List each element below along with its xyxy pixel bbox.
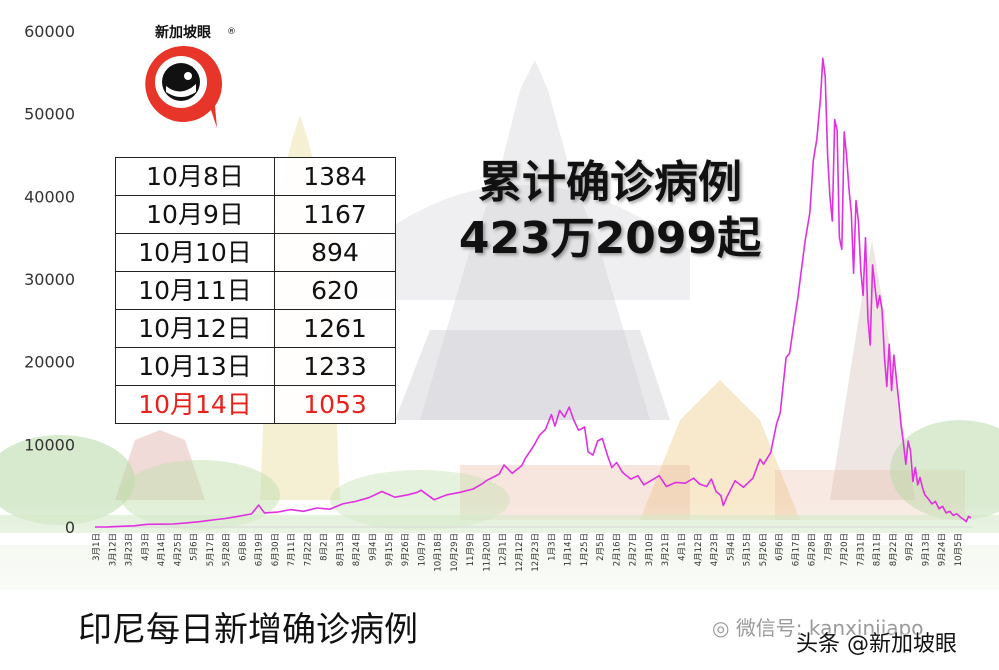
wechat-watermark: ◎ 微信号: kanxinjiapo xyxy=(712,612,923,641)
x-tick-label: 12月23日 xyxy=(531,533,541,572)
y-tick-label: 60000 xyxy=(24,22,75,41)
x-tick-label: 5月17日 xyxy=(206,533,216,566)
x-tick-label: 8月13日 xyxy=(336,533,346,566)
toutiao-watermark: 头条 @新加坡眼 xyxy=(796,632,957,657)
x-tick-label: 6月8日 xyxy=(238,533,248,561)
table-cell-date: 10月13日 xyxy=(115,347,275,386)
wechat-watermark-text: 微信号: kanxinjiapo xyxy=(735,616,924,640)
table-cell-value: 1053 xyxy=(274,385,396,424)
x-tick-label: 12月1日 xyxy=(499,533,509,566)
x-tick-label: 8月22日 xyxy=(889,533,899,566)
table-cell-value: 1167 xyxy=(274,195,396,234)
x-tick-label: 11月20日 xyxy=(482,533,492,572)
x-tick-label: 2月5日 xyxy=(596,533,606,561)
x-tick-label: 9月15日 xyxy=(385,533,395,566)
x-tick-label: 7月31日 xyxy=(856,533,866,566)
x-tick-label: 4月3日 xyxy=(141,533,151,561)
table-cell-date: 10月10日 xyxy=(115,233,275,272)
table-cell-date: 10月12日 xyxy=(115,309,275,348)
x-tick-label: 7月22日 xyxy=(303,533,313,566)
table-cell-value: 1384 xyxy=(274,157,396,196)
x-tick-label: 6月19日 xyxy=(255,533,265,566)
table-cell-date: 10月8日 xyxy=(115,157,275,196)
table-row: 10月13日 1233 xyxy=(115,347,396,386)
y-tick-label: 20000 xyxy=(24,353,75,372)
x-tick-label: 10月5日 xyxy=(954,533,964,566)
table-row: 10月12日 1261 xyxy=(115,309,396,348)
table-row: 10月14日 1053 xyxy=(115,385,396,424)
x-tick-label: 3月1日 xyxy=(92,533,102,561)
x-tick-label: 4月23日 xyxy=(710,533,720,566)
y-tick-label: 40000 xyxy=(24,187,75,206)
x-tick-label: 8月24日 xyxy=(352,533,362,566)
x-tick-label: 5月28日 xyxy=(222,533,232,566)
table-row: 10月10日 894 xyxy=(115,233,396,272)
y-tick-label: 50000 xyxy=(24,105,75,124)
y-tick-label: 0 xyxy=(65,518,75,537)
x-tick-label: 2月16日 xyxy=(612,533,622,566)
x-tick-label: 9月13日 xyxy=(921,533,931,566)
x-tick-label: 9月4日 xyxy=(368,533,378,561)
x-tick-label: 10月7日 xyxy=(417,533,427,566)
x-tick-label: 1月25日 xyxy=(580,533,590,566)
x-tick-label: 4月14日 xyxy=(157,533,167,566)
x-tick-label: 9月2日 xyxy=(905,533,915,561)
x-tick-label: 5月6日 xyxy=(190,533,200,561)
y-tick-label: 30000 xyxy=(24,270,75,289)
x-tick-label: 7月20日 xyxy=(840,533,850,566)
x-tick-label: 5月15日 xyxy=(743,533,753,566)
x-axis: 3月1日 3月12日 3月23日 4月3日 4月14日 4月25日 5月6日 5月17日 5月2… xyxy=(92,533,964,572)
x-tick-label: 6月30日 xyxy=(271,533,281,566)
x-tick-label: 7月9日 xyxy=(824,533,834,561)
y-axis: 0 10000 20000 30000 40000 50000 60000 xyxy=(24,22,75,537)
wechat-icon: ◎ xyxy=(712,616,730,640)
x-tick-label: 4月12日 xyxy=(694,533,704,566)
brand-logo: 新加坡眼 ® xyxy=(128,20,238,135)
y-tick-label: 10000 xyxy=(24,435,75,454)
x-tick-label: 4月25日 xyxy=(173,533,183,566)
x-tick-label: 9月24日 xyxy=(938,533,948,566)
x-tick-label: 5月26日 xyxy=(759,533,769,566)
x-tick-label: 3月12日 xyxy=(108,533,118,566)
x-tick-label: 10月18日 xyxy=(434,533,444,572)
table-cell-date: 10月11日 xyxy=(115,271,275,310)
x-tick-label: 3月21日 xyxy=(661,533,671,566)
logo-text: 新加坡眼 xyxy=(155,24,211,41)
x-tick-label: 1月14日 xyxy=(564,533,574,566)
table-cell-date: 10月9日 xyxy=(115,195,275,234)
chart-title: 印尼每日新增确诊病例 xyxy=(78,610,418,650)
x-tick-label: 8月2日 xyxy=(320,533,330,561)
table-cell-value: 894 xyxy=(274,233,396,272)
x-tick-label: 9月26日 xyxy=(401,533,411,566)
table-row: 10月11日 620 xyxy=(115,271,396,310)
x-tick-label: 5月4日 xyxy=(726,533,736,561)
headline-line2: 423万2099起 xyxy=(458,213,762,264)
daily-cases-table: 10月8日 1384 10月9日 1167 10月10日 894 10月11日 620 10月1… xyxy=(115,157,396,424)
x-tick-label: 4月1日 xyxy=(678,533,688,561)
x-tick-label: 6月6日 xyxy=(775,533,785,561)
logo-reg-mark: ® xyxy=(227,27,236,37)
series-line-daily-cases xyxy=(94,57,972,528)
x-tick-label: 6月17日 xyxy=(791,533,801,566)
table-cell-value: 620 xyxy=(274,271,396,310)
x-tick-label: 3月23日 xyxy=(125,533,135,566)
table-cell-value: 1233 xyxy=(274,347,396,386)
x-tick-label: 8月11日 xyxy=(873,533,883,566)
x-tick-label: 12月12日 xyxy=(515,533,525,572)
table-row: 10月8日 1384 xyxy=(115,157,396,196)
table-row: 10月9日 1167 xyxy=(115,195,396,234)
x-tick-label: 1月3日 xyxy=(547,533,557,561)
x-tick-label: 11月9日 xyxy=(466,533,476,566)
headline-line1: 累计确诊病例 xyxy=(478,157,742,208)
cumulative-cases-headline: 累计确诊病例 423万2099起 xyxy=(420,155,800,267)
table-cell-value: 1261 xyxy=(274,309,396,348)
x-tick-label: 7月11日 xyxy=(287,533,297,566)
x-tick-label: 10月29日 xyxy=(450,533,460,572)
x-tick-label: 3月10日 xyxy=(645,533,655,566)
table-cell-date: 10月14日 xyxy=(115,385,275,424)
x-tick-label: 6月28日 xyxy=(808,533,818,566)
x-tick-label: 2月27日 xyxy=(629,533,639,566)
